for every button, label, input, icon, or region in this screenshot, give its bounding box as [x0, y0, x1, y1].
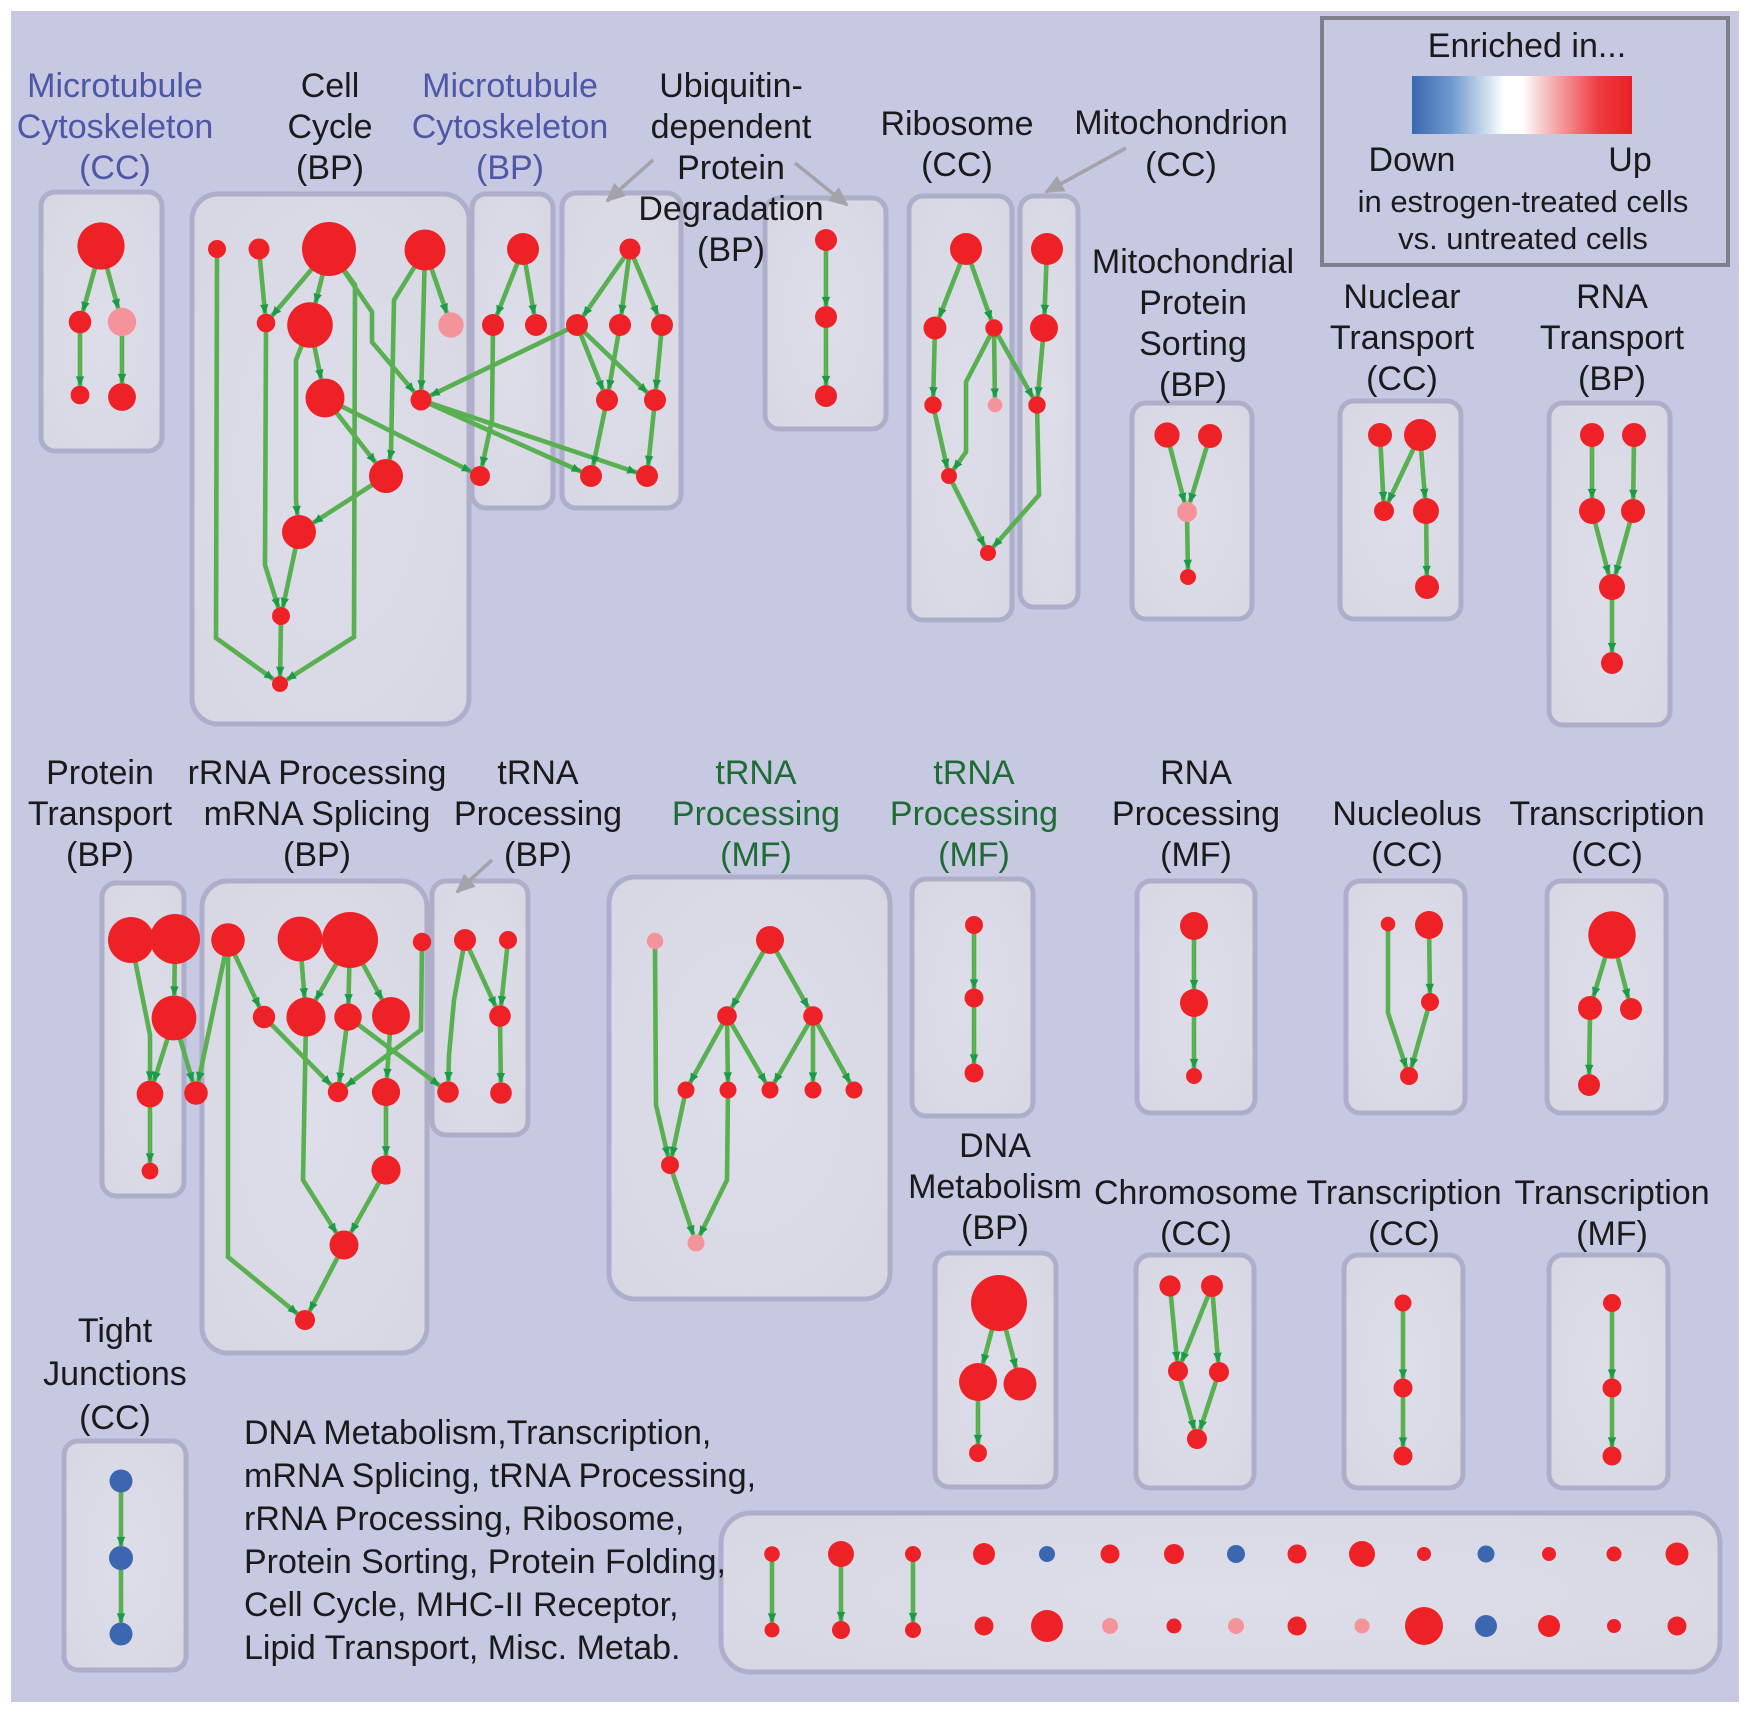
svg-text:Mitochondrial: Mitochondrial — [1092, 243, 1294, 281]
svg-text:(CC): (CC) — [79, 149, 151, 187]
svg-text:(BP): (BP) — [504, 836, 572, 874]
svg-text:Nuclear: Nuclear — [1343, 278, 1460, 316]
svg-text:Microtubule: Microtubule — [27, 67, 203, 105]
svg-text:(CC): (CC) — [1145, 146, 1217, 184]
svg-text:Cytoskeleton: Cytoskeleton — [17, 108, 214, 146]
svg-text:Protein: Protein — [1139, 284, 1247, 322]
svg-text:RNA: RNA — [1160, 754, 1232, 792]
svg-text:rRNA Processing: rRNA Processing — [188, 754, 447, 792]
svg-text:(BP): (BP) — [1578, 360, 1646, 398]
svg-text:(CC): (CC) — [1571, 836, 1643, 874]
svg-text:(BP): (BP) — [296, 149, 364, 187]
svg-text:(BP): (BP) — [66, 836, 134, 874]
svg-text:Transcription: Transcription — [1514, 1174, 1709, 1212]
svg-text:Processing: Processing — [1112, 795, 1280, 833]
svg-text:Ribosome: Ribosome — [880, 105, 1033, 143]
svg-text:Processing: Processing — [454, 795, 622, 833]
svg-text:Degradation: Degradation — [638, 190, 823, 228]
svg-text:(BP): (BP) — [697, 231, 765, 269]
svg-text:mRNA Splicing: mRNA Splicing — [204, 795, 431, 833]
svg-text:(BP): (BP) — [476, 149, 544, 187]
svg-text:DNA Metabolism,Transcription,: DNA Metabolism,Transcription, — [244, 1414, 711, 1452]
svg-text:(MF): (MF) — [1576, 1215, 1648, 1253]
svg-text:Chromosome: Chromosome — [1094, 1174, 1298, 1212]
svg-text:tRNA: tRNA — [933, 754, 1015, 792]
svg-text:Sorting: Sorting — [1139, 325, 1247, 363]
svg-text:mRNA Splicing, tRNA Processing: mRNA Splicing, tRNA Processing, — [244, 1457, 756, 1495]
svg-text:(CC): (CC) — [79, 1399, 151, 1437]
svg-text:tRNA: tRNA — [715, 754, 797, 792]
svg-text:Enriched in...: Enriched in... — [1428, 27, 1626, 65]
svg-text:Lipid Transport, Misc. Metab.: Lipid Transport, Misc. Metab. — [244, 1629, 681, 1667]
svg-text:Protein: Protein — [677, 149, 785, 187]
svg-text:(MF): (MF) — [1160, 836, 1232, 874]
svg-text:Processing: Processing — [672, 795, 840, 833]
svg-text:Cytoskeleton: Cytoskeleton — [412, 108, 609, 146]
svg-text:Transcription: Transcription — [1509, 795, 1704, 833]
svg-text:(CC): (CC) — [921, 146, 993, 184]
svg-text:Ubiquitin-: Ubiquitin- — [659, 67, 803, 105]
svg-text:tRNA: tRNA — [497, 754, 579, 792]
svg-text:Cell Cycle, MHC-II Receptor,: Cell Cycle, MHC-II Receptor, — [244, 1586, 679, 1624]
svg-text:Metabolism: Metabolism — [908, 1168, 1082, 1206]
svg-text:Mitochondrion: Mitochondrion — [1074, 104, 1288, 142]
svg-text:Transcription: Transcription — [1306, 1174, 1501, 1212]
svg-text:Transport: Transport — [1330, 319, 1475, 357]
svg-text:(MF): (MF) — [720, 836, 792, 874]
svg-text:(CC): (CC) — [1368, 1215, 1440, 1253]
svg-text:(BP): (BP) — [283, 836, 351, 874]
svg-text:Processing: Processing — [890, 795, 1058, 833]
svg-text:rRNA Processing, Ribosome,: rRNA Processing, Ribosome, — [244, 1500, 684, 1538]
svg-text:Protein: Protein — [46, 754, 154, 792]
svg-text:RNA: RNA — [1576, 278, 1648, 316]
svg-text:Cycle: Cycle — [287, 108, 372, 146]
svg-text:(CC): (CC) — [1160, 1215, 1232, 1253]
svg-text:vs. untreated cells: vs. untreated cells — [1398, 221, 1648, 256]
svg-text:(BP): (BP) — [961, 1209, 1029, 1247]
svg-text:DNA: DNA — [959, 1127, 1031, 1165]
svg-text:Transport: Transport — [28, 795, 173, 833]
svg-text:Transport: Transport — [1540, 319, 1685, 357]
svg-text:(BP): (BP) — [1159, 366, 1227, 404]
svg-text:(MF): (MF) — [938, 836, 1010, 874]
svg-text:in estrogen-treated cells: in estrogen-treated cells — [1358, 184, 1689, 219]
svg-text:Microtubule: Microtubule — [422, 67, 598, 105]
svg-text:(CC): (CC) — [1366, 360, 1438, 398]
svg-text:Tight: Tight — [78, 1312, 153, 1350]
svg-text:Up: Up — [1608, 141, 1651, 179]
svg-text:Junctions: Junctions — [43, 1355, 187, 1393]
svg-text:Cell: Cell — [301, 67, 360, 105]
svg-text:Down: Down — [1369, 141, 1456, 179]
svg-text:Nucleolus: Nucleolus — [1332, 795, 1481, 833]
svg-text:dependent: dependent — [651, 108, 812, 146]
svg-text:Protein Sorting, Protein Foldi: Protein Sorting, Protein Folding, — [244, 1543, 726, 1581]
svg-text:(CC): (CC) — [1371, 836, 1443, 874]
